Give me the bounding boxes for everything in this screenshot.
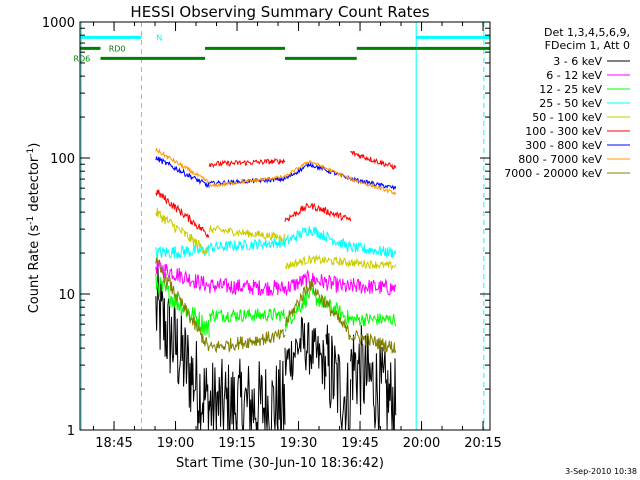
- series-trace-8-2: [284, 278, 352, 340]
- series-trace-4-2: [284, 254, 351, 271]
- x-tick-label-6: 20:15: [464, 436, 501, 451]
- series-trace-0-0: [155, 267, 210, 431]
- y-label-sup1: -1: [26, 216, 36, 225]
- series-trace-0-4: [350, 325, 397, 431]
- legend-label-5: 100 - 300 keV: [525, 125, 602, 138]
- plot-frame: [79, 21, 491, 431]
- legend-label-1: 6 - 12 keV: [546, 69, 602, 82]
- x-tick-label-0: 18:45: [95, 436, 132, 451]
- y-label-main: Count Rate (s: [27, 225, 42, 314]
- legend-header-line2: FDecim 1, Att 0: [545, 39, 630, 52]
- legend-label-3: 25 - 50 keV: [539, 97, 602, 110]
- series-trace-7-2: [284, 159, 352, 181]
- x-tick-label-1: 19:00: [157, 436, 194, 451]
- series-trace-5-1: [208, 157, 286, 169]
- chart-title: HESSI Observing Summary Count Rates: [130, 3, 429, 21]
- y-label-end: ): [27, 143, 42, 148]
- legend-header-line1: Det 1,3,4,5,6,9,: [544, 26, 630, 39]
- footer-date: 3-Sep-2010 10:38: [565, 467, 637, 476]
- series-trace-5-3: [350, 150, 397, 170]
- series-trace-0-3: [325, 324, 352, 431]
- x-tick-label-2: 19:15: [218, 436, 255, 451]
- series-trace-1-0: [155, 259, 210, 292]
- x-tick-label-3: 19:30: [280, 436, 317, 451]
- series-trace-6-3: [350, 176, 397, 191]
- flag-label-n: N: [156, 33, 162, 42]
- y-tick-label-0: 1: [67, 424, 75, 439]
- y-axis-label: Count Rate (s-1 detector-1): [26, 143, 42, 314]
- series-trace-2-1: [208, 307, 286, 323]
- series-trace-3-3: [350, 241, 397, 259]
- series-trace-1-3: [350, 278, 397, 296]
- x-tick-label-4: 19:45: [341, 436, 378, 451]
- series-trace-7-0: [155, 147, 210, 184]
- series-trace-2-3: [350, 312, 397, 327]
- flag-label-rd0: RD0: [109, 44, 126, 53]
- series-trace-4-1: [208, 225, 286, 242]
- legend-label-0: 3 - 6 keV: [553, 55, 602, 68]
- series-trace-5-2: [284, 202, 352, 222]
- series-trace-4-3: [350, 257, 397, 271]
- x-tick-label-5: 20:00: [403, 436, 440, 451]
- series-trace-0-2: [284, 316, 327, 390]
- series-trace-6-0: [155, 156, 210, 188]
- legend-label-6: 300 - 800 keV: [525, 139, 602, 152]
- series-trace-0-1: [208, 358, 286, 431]
- series-trace-8-1: [208, 328, 286, 354]
- y-tick-label-3: 1000: [42, 16, 75, 31]
- series-trace-8-3: [350, 330, 397, 354]
- series-trace-1-2: [284, 269, 352, 296]
- plot-area: N RD0 RD6: [73, 22, 490, 431]
- series-trace-4-0: [155, 207, 210, 255]
- y-label-sup2: -1: [26, 148, 36, 157]
- legend: Det 1,3,4,5,6,9, FDecim 1, Att 0 3 - 6 k…: [504, 26, 630, 180]
- series-trace-3-0: [155, 243, 210, 260]
- series-trace-2-2: [284, 286, 352, 333]
- axes-frame: [79, 21, 491, 431]
- series-trace-7-1: [208, 174, 286, 188]
- flag-label-rd6: RD6: [73, 54, 90, 63]
- y-tick-label-2: 100: [50, 152, 75, 167]
- legend-label-2: 12 - 25 keV: [539, 83, 602, 96]
- series-trace-1-1: [208, 278, 286, 297]
- axis-ticks: 18:45 19:00 19:15 19:30 19:45 20:00 20:15 1 10 10…: [42, 16, 502, 451]
- y-label-mid: detector: [27, 156, 42, 216]
- series-trace-7-3: [350, 176, 397, 196]
- x-axis-label: Start Time (30-Jun-10 18:36:42): [176, 456, 384, 471]
- series-trace-3-1: [208, 236, 286, 253]
- series-trace-8-0: [155, 257, 210, 352]
- y-tick-label-1: 10: [58, 288, 75, 303]
- legend-label-7: 800 - 7000 keV: [518, 153, 602, 166]
- series-trace-3-2: [284, 225, 352, 254]
- series-trace-5-0: [155, 189, 210, 239]
- legend-label-8: 7000 - 20000 keV: [504, 167, 602, 180]
- legend-label-4: 50 - 100 keV: [532, 111, 602, 124]
